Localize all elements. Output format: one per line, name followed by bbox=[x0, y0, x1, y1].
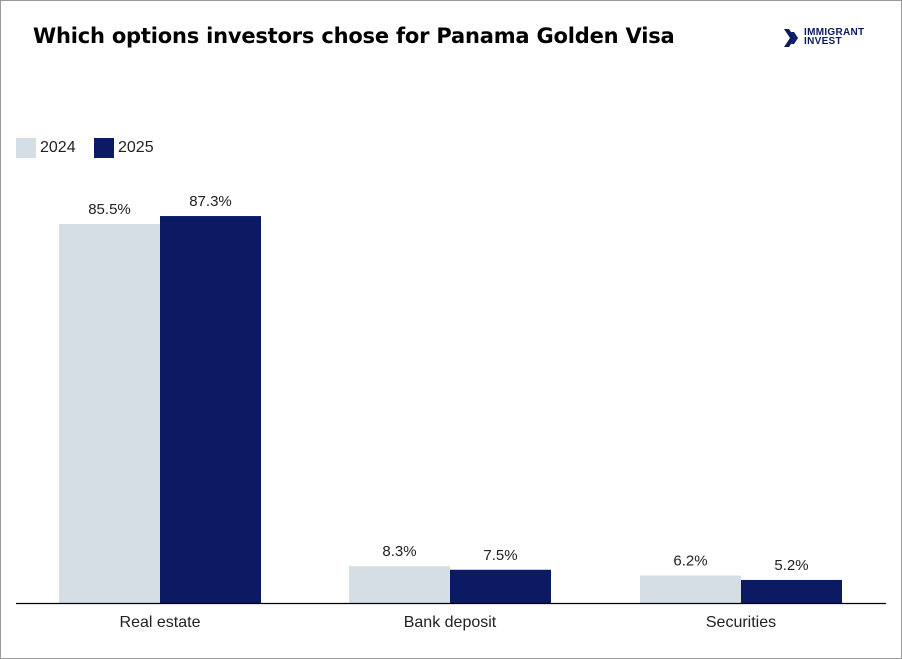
bar-2025-bank-deposit bbox=[450, 569, 551, 603]
bar-2024-bank-deposit bbox=[349, 566, 450, 603]
value-label-2024-real-estate: 85.5% bbox=[88, 201, 131, 218]
bar-group-real-estate: 85.5% 87.3% Real estate bbox=[59, 193, 261, 631]
value-label-2025-real-estate: 87.3% bbox=[189, 193, 232, 210]
bar-group-bank-deposit: 8.3% 7.5% Bank deposit bbox=[349, 543, 551, 631]
chart-title: Which options investors chose for Panama… bbox=[33, 24, 675, 48]
legend-label-2024: 2024 bbox=[40, 139, 76, 156]
value-label-2025-securities: 5.2% bbox=[774, 557, 808, 574]
bar-2024-real-estate bbox=[59, 224, 160, 604]
legend-label-2025: 2025 bbox=[118, 139, 154, 156]
category-label-bank-deposit: Bank deposit bbox=[404, 614, 497, 631]
logo-text: IMMIGRANT INVEST bbox=[804, 27, 865, 47]
value-label-2025-bank-deposit: 7.5% bbox=[483, 547, 517, 564]
category-label-real-estate: Real estate bbox=[120, 614, 201, 631]
category-label-securities: Securities bbox=[706, 614, 776, 631]
value-label-2024-securities: 6.2% bbox=[673, 553, 707, 570]
legend-swatch-2024 bbox=[16, 138, 36, 158]
logo-line-2: INVEST bbox=[804, 36, 842, 47]
brand-logo[interactable]: IMMIGRANT INVEST bbox=[784, 28, 884, 48]
legend-swatch-2025 bbox=[94, 138, 114, 158]
bar-group-securities: 6.2% 5.2% Securities bbox=[640, 553, 842, 631]
logo-line-1: IMMIGRANT bbox=[804, 27, 865, 38]
bar-2025-securities bbox=[741, 579, 842, 603]
logo-chevron-icon bbox=[784, 29, 798, 47]
value-label-2024-bank-deposit: 8.3% bbox=[382, 543, 416, 560]
bar-2025-real-estate bbox=[160, 216, 261, 603]
bar-2024-securities bbox=[640, 575, 741, 603]
